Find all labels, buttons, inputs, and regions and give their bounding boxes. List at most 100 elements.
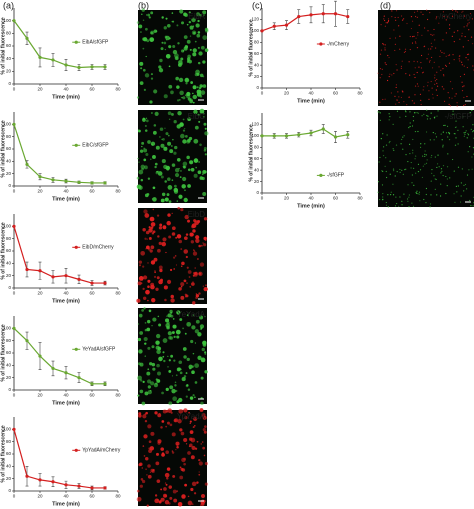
speckle [385,176,388,179]
speckle [151,324,153,327]
speckle [192,52,197,57]
micrograph-label: -/sfGFP [444,112,472,121]
speckle [460,182,462,184]
speckle [414,76,416,79]
speckle [420,143,422,145]
speckle [409,122,411,124]
micrograph-background [378,110,474,207]
speckle [468,169,470,171]
speckle [451,88,454,90]
speckle [440,168,443,170]
speckle [191,30,197,35]
speckle [138,161,140,163]
speckle [192,314,195,317]
speckle [449,81,452,83]
speckle [466,188,468,190]
speckle [140,164,145,169]
speckle [395,64,397,66]
speckle [182,161,188,167]
speckle [191,17,196,23]
speckle [467,59,469,61]
speckle [183,35,188,39]
speckle [156,363,160,368]
speckle [418,24,420,26]
speckle [174,168,180,173]
speckle [430,156,432,158]
legend-label: -/sfGFP [327,173,345,179]
speckle [424,163,426,165]
y-tick-label: 0 [256,190,259,195]
speckle [195,319,200,324]
speckle [152,155,156,159]
speckle [416,71,418,74]
speckle [388,75,390,78]
speckle [383,18,385,20]
speckle [148,447,151,450]
speckle [418,66,420,68]
speckle [195,294,200,298]
speckle [201,173,204,176]
speckle [174,384,177,387]
speckle [420,67,423,69]
speckle [136,176,140,180]
speckle [382,42,384,45]
speckle [183,355,187,359]
speckle [439,195,442,197]
speckle [192,85,197,90]
speckle [466,137,468,139]
speckle [386,134,388,136]
speckle [151,297,156,303]
speckle [140,178,144,182]
speckle [429,59,431,62]
speckle [200,401,204,406]
speckle [466,174,469,176]
speckle [143,209,148,214]
speckle [417,85,419,87]
speckle [385,144,388,146]
y-tick-label: 60 [6,146,12,151]
speckle [186,57,191,61]
speckle [403,51,406,54]
y-axis-label: % of initial fluorescence [0,120,6,177]
speckle [407,184,409,186]
speckle [138,313,143,318]
speckle [405,115,407,117]
speckle [200,376,204,380]
speckle [193,249,195,251]
data-point [103,486,107,490]
speckle [182,96,186,100]
speckle [430,42,432,44]
speckle [181,49,185,53]
speckle [179,318,183,321]
speckle [393,169,395,172]
speckle [168,65,171,68]
speckle [147,299,149,302]
speckle [457,30,459,32]
speckle [163,164,168,169]
y-tick-label: 40 [6,56,12,61]
y-tick-label: 80 [6,338,12,343]
speckle [411,100,413,102]
x-tick-label: 0 [13,291,16,296]
speckle [419,200,421,202]
data-point [51,366,55,371]
speckle [388,113,390,115]
speckle [148,440,152,444]
speckle [389,73,391,75]
speckle [143,336,148,342]
speckle [164,298,167,302]
x-tick-label: 20 [37,291,43,296]
speckle [163,487,167,491]
speckle [380,24,382,26]
speckle [174,381,177,384]
speckle [152,208,155,211]
speckle [177,501,183,507]
speckle [415,42,417,44]
speckle [451,158,454,161]
data-point [90,486,94,490]
speckle [193,272,198,277]
speckle [441,51,443,54]
speckle [448,103,450,105]
speckle [165,39,168,41]
